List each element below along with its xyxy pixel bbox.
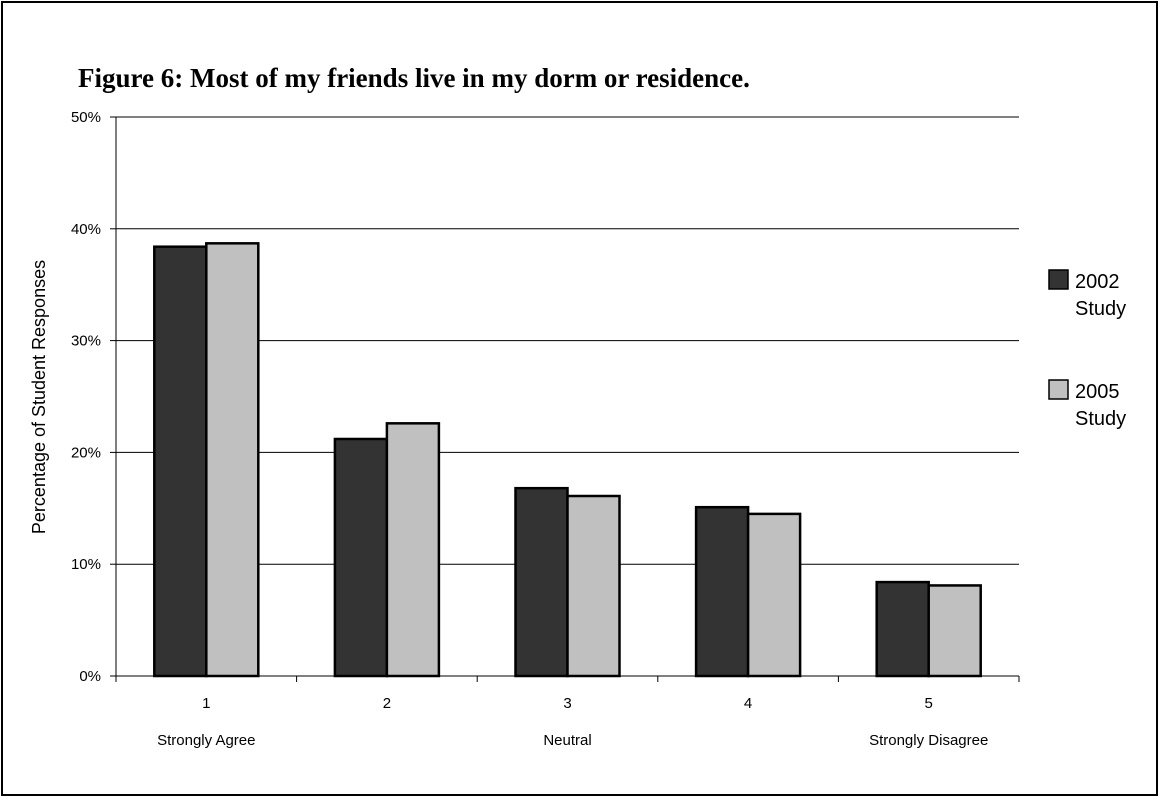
bar-2002-cat-4 bbox=[694, 505, 750, 678]
gridlines bbox=[116, 116, 1019, 565]
x-tick-label: 4 bbox=[744, 695, 752, 712]
bar-2002-cat-1 bbox=[153, 245, 208, 678]
x-tick-label: 3 bbox=[563, 695, 571, 712]
x-tick-label: 2 bbox=[383, 695, 391, 712]
legend: 2002 Study 2005 Study bbox=[1048, 269, 1126, 430]
legend-label: 2002 bbox=[1075, 271, 1120, 293]
bar-2002-cat-2 bbox=[333, 437, 389, 678]
bar-2005-cat-1 bbox=[205, 242, 260, 678]
x-category-sublabel: Neutral bbox=[543, 732, 591, 749]
bar-2005-cat-2 bbox=[385, 422, 441, 678]
y-tick-label: 40% bbox=[71, 221, 101, 238]
x-category-sublabel: Strongly Disagree bbox=[869, 732, 988, 749]
y-tick-label: 30% bbox=[71, 333, 101, 350]
legend-swatch bbox=[1048, 269, 1069, 290]
y-tick-label: 0% bbox=[79, 668, 101, 685]
x-tick-label: 5 bbox=[925, 695, 933, 712]
y-tick-label: 50% bbox=[71, 109, 101, 126]
bar-2002-cat-3 bbox=[514, 486, 569, 678]
x-tick-labels: 1 Strongly Agree 2 3 Neutral 4 5 Strongly Disag… bbox=[157, 695, 988, 749]
legend-label: Study bbox=[1075, 408, 1126, 430]
legend-label: Study bbox=[1075, 298, 1126, 320]
axes bbox=[110, 116, 1020, 682]
bars bbox=[153, 242, 982, 678]
bar-2005-cat-4 bbox=[746, 512, 802, 678]
bar-2002-cat-5 bbox=[875, 580, 930, 678]
y-tick-label: 10% bbox=[71, 556, 101, 573]
chart-title: Figure 6: Most of my friends live in my … bbox=[78, 63, 750, 93]
y-axis-label: Percentage of Student Responses bbox=[29, 260, 49, 534]
legend-swatch bbox=[1048, 379, 1069, 400]
x-tick-label: 1 bbox=[202, 695, 210, 712]
bar-2005-cat-3 bbox=[566, 494, 621, 678]
bar-2005-cat-5 bbox=[927, 584, 982, 678]
y-tick-labels: 0% 10% 20% 30% 40% 50% bbox=[71, 109, 101, 685]
y-tick-label: 20% bbox=[71, 444, 101, 461]
legend-label: 2005 bbox=[1075, 381, 1120, 403]
x-category-sublabel: Strongly Agree bbox=[157, 732, 255, 749]
